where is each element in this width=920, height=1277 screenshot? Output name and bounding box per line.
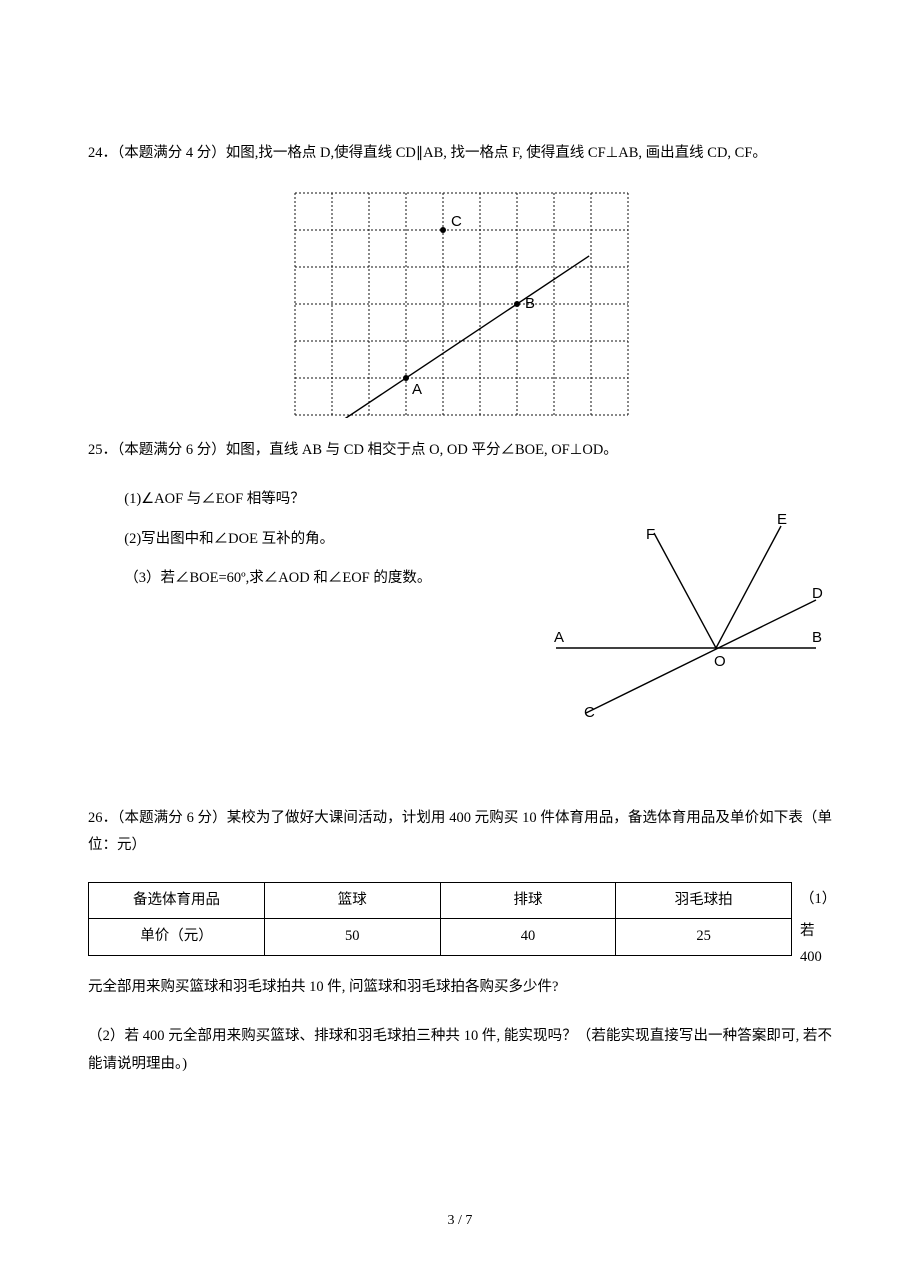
th-badminton: 羽毛球拍 — [616, 882, 792, 919]
q25-sub2: (2)写出图中和∠DOE 互补的角。 — [88, 526, 490, 554]
q26-side1: （1） — [800, 886, 836, 914]
page-number: 3 / 7 — [0, 1208, 920, 1235]
q26-text: 26．（本题满分 6 分）某校为了做好大课间活动，计划用 400 元购买 10 … — [88, 805, 832, 860]
svg-text:F: F — [646, 526, 655, 543]
q25-subquestions: (1)∠AOF 与∠EOF 相等吗？ (2)写出图中和∠DOE 互补的角。 （3… — [88, 486, 490, 593]
svg-text:D: D — [812, 585, 823, 602]
q26-table-wrap: 备选体育用品 篮球 排球 羽毛球拍 单价（元） 50 40 25 （1） 若 4… — [88, 882, 832, 956]
th-item: 备选体育用品 — [89, 882, 265, 919]
q26-side2: 若 — [800, 918, 815, 946]
price-badminton: 25 — [616, 919, 792, 956]
q26-table: 备选体育用品 篮球 排球 羽毛球拍 单价（元） 50 40 25 — [88, 882, 792, 956]
q24-text: 24．（本题满分 4 分）如图,找一格点 D,使得直线 CD∥AB, 找一格点 … — [88, 140, 832, 168]
svg-text:B: B — [525, 295, 535, 312]
svg-text:C: C — [451, 213, 462, 230]
q25-sub1: (1)∠AOF 与∠EOF 相等吗？ — [88, 486, 490, 514]
row-label: 单价（元） — [89, 919, 265, 956]
svg-text:C: C — [584, 704, 595, 721]
svg-text:E: E — [777, 511, 787, 528]
price-basketball: 50 — [264, 919, 440, 956]
table-row: 单价（元） 50 40 25 — [89, 919, 792, 956]
q26-p1: 元全部用来购买篮球和羽毛球拍共 10 件, 问篮球和羽毛球拍各购买多少件? — [88, 974, 832, 1002]
table-row: 备选体育用品 篮球 排球 羽毛球拍 — [89, 882, 792, 919]
q26-p2: （2）若 400 元全部用来购买篮球、排球和羽毛球拍三种共 10 件, 能实现吗… — [88, 1023, 832, 1078]
q25-sub3: （3）若∠BOE=60º,求∠AOD 和∠EOF 的度数。 — [88, 565, 490, 593]
q25-text: 25．（本题满分 6 分）如图，直线 AB 与 CD 相交于点 O, OD 平分… — [88, 437, 832, 465]
q25-figure: ABCDEFO — [526, 508, 826, 708]
svg-text:O: O — [714, 653, 726, 670]
svg-text:A: A — [412, 381, 422, 398]
th-volleyball: 排球 — [440, 882, 616, 919]
q26-side3: 400 — [800, 944, 822, 972]
q25-block: (1)∠AOF 与∠EOF 相等吗？ (2)写出图中和∠DOE 互补的角。 （3… — [88, 486, 832, 593]
svg-text:B: B — [812, 629, 822, 646]
q24-figure: A B C — [283, 190, 638, 415]
exam-page: 24．（本题满分 4 分）如图,找一格点 D,使得直线 CD∥AB, 找一格点 … — [0, 0, 920, 1277]
th-basketball: 篮球 — [264, 882, 440, 919]
svg-text:A: A — [554, 629, 564, 646]
price-volleyball: 40 — [440, 919, 616, 956]
